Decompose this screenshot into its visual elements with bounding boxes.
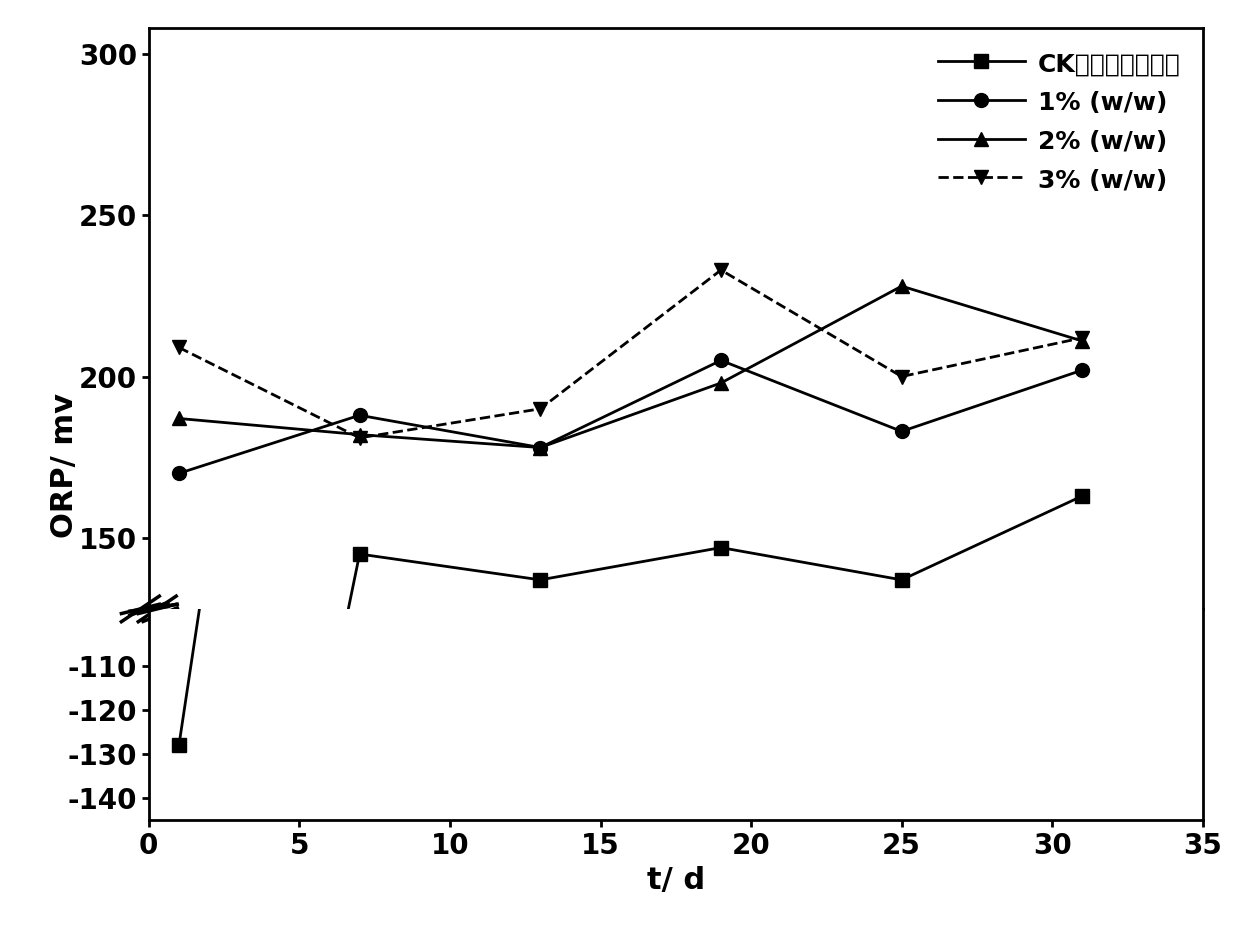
3% (w/w) <box>713 265 728 276</box>
Text: ORP/ mv: ORP/ mv <box>50 393 78 539</box>
CK（空白对照组） <box>533 574 548 585</box>
2% (w/w) <box>171 413 186 424</box>
1% (w/w) <box>171 468 186 479</box>
2% (w/w) <box>1075 336 1090 347</box>
X-axis label: t/ d: t/ d <box>647 866 704 895</box>
3% (w/w) <box>533 404 548 415</box>
3% (w/w) <box>352 432 367 444</box>
1% (w/w) <box>1075 364 1090 376</box>
3% (w/w) <box>894 371 909 382</box>
2% (w/w) <box>533 442 548 453</box>
Legend: CK（空白对照组）, 1% (w/w), 2% (w/w), 3% (w/w): CK（空白对照组）, 1% (w/w), 2% (w/w), 3% (w/w) <box>928 40 1190 203</box>
3% (w/w) <box>1075 332 1090 343</box>
2% (w/w) <box>352 429 367 440</box>
2% (w/w) <box>713 377 728 389</box>
1% (w/w) <box>713 355 728 366</box>
Line: 3% (w/w): 3% (w/w) <box>172 263 1089 445</box>
1% (w/w) <box>894 426 909 437</box>
3% (w/w) <box>171 342 186 353</box>
Line: CK（空白对照组）: CK（空白对照组） <box>172 489 1089 932</box>
CK（空白对照组） <box>352 548 367 559</box>
CK（空白对照组） <box>894 574 909 585</box>
1% (w/w) <box>352 410 367 421</box>
CK（空白对照组） <box>1075 490 1090 501</box>
Line: 2% (w/w): 2% (w/w) <box>172 280 1089 455</box>
Line: 1% (w/w): 1% (w/w) <box>172 353 1089 480</box>
CK（空白对照组） <box>713 542 728 554</box>
1% (w/w) <box>533 442 548 453</box>
2% (w/w) <box>894 281 909 292</box>
